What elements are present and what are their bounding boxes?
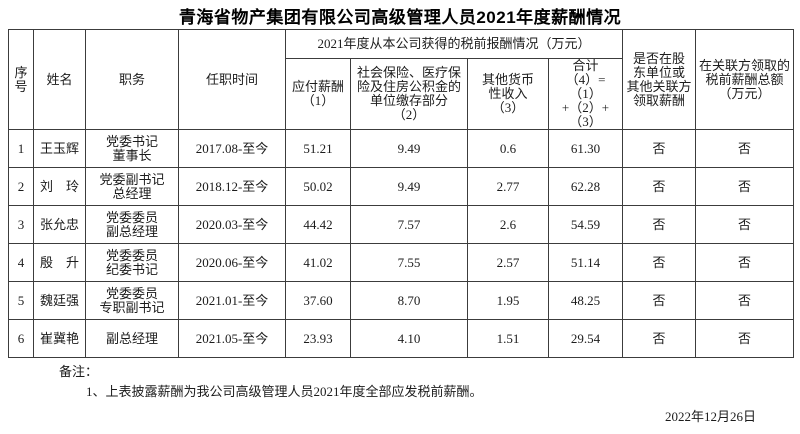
cell-no: 3: [8, 205, 34, 244]
cell-other-income: 2.77: [467, 167, 549, 206]
cell-tenure: 2017.08-至今: [178, 129, 286, 168]
table-row: 5 魏廷强 党委委员 专职副书记 2021.01-至今 37.60 8.70 1…: [8, 281, 795, 320]
cell-total: 51.14: [547, 243, 624, 282]
col-header-related-amount: 在关联方领取的 税前薪酬总额 （万元）: [695, 29, 795, 130]
cell-name: 王玉辉: [33, 129, 86, 168]
cell-other-income: 2.57: [467, 243, 549, 282]
cell-name: 魏廷强: [33, 281, 86, 320]
cell-name: 刘 玲: [33, 167, 86, 206]
cell-other-income: 2.6: [467, 205, 549, 244]
cell-shareholder-salary: 否: [622, 319, 697, 358]
cell-payable: 44.42: [285, 205, 351, 244]
cell-payable: 51.21: [285, 129, 351, 168]
col-header-position: 职务: [85, 29, 179, 130]
cell-position: 党委书记 董事长: [85, 129, 179, 168]
cell-total: 48.25: [547, 281, 624, 320]
cell-payable: 41.02: [285, 243, 351, 282]
note-item-1: 1、上表披露薪酬为我公司高级管理人员2021年度全部应发税前薪酬。: [86, 384, 483, 399]
cell-no: 1: [8, 129, 34, 168]
col-header-tenure: 任职时间: [178, 29, 286, 130]
cell-insurance: 4.10: [350, 319, 468, 358]
cell-position: 党委副书记 总经理: [85, 167, 179, 206]
table-row: 4 殷 升 党委委员 纪委书记 2020.06-至今 41.02 7.55 2.…: [8, 243, 795, 282]
document-date: 2022年12月26日: [664, 409, 756, 424]
cell-shareholder-salary: 否: [622, 167, 697, 206]
col-header-no: 序 号: [8, 29, 34, 130]
cell-total: 61.30: [547, 129, 624, 168]
cell-no: 4: [8, 243, 34, 282]
col-header-name: 姓名: [33, 29, 86, 130]
cell-name: 崔冀艳: [33, 319, 86, 358]
cell-insurance: 8.70: [350, 281, 468, 320]
col-header-shareholder-salary: 是否在股 东单位或 其他关联方 领取薪酬: [622, 29, 697, 130]
salary-table: 序 号 姓名 职务 任职时间 2021年度从本公司获得的税前报酬情况（万元） 是…: [8, 29, 795, 358]
cell-name: 张允忠: [33, 205, 86, 244]
cell-tenure: 2020.06-至今: [178, 243, 286, 282]
cell-no: 6: [8, 319, 34, 358]
cell-other-income: 0.6: [467, 129, 549, 168]
cell-insurance: 7.55: [350, 243, 468, 282]
cell-shareholder-salary: 否: [622, 129, 697, 168]
cell-position: 副总经理: [85, 319, 179, 358]
page-title: 青海省物产集团有限公司高级管理人员2021年度薪酬情况: [178, 8, 622, 27]
table-row: 3 张允忠 党委委员 副总经理 2020.03-至今 44.42 7.57 2.…: [8, 205, 795, 244]
notes-label: 备注：: [59, 364, 99, 379]
col-group-header-pretax: 2021年度从本公司获得的税前报酬情况（万元）: [284, 29, 624, 59]
cell-tenure: 2018.12-至今: [178, 167, 286, 206]
table-row: 6 崔冀艳 副总经理 2021.05-至今 23.93 4.10 1.51 29…: [8, 319, 795, 358]
cell-total: 29.54: [547, 319, 624, 358]
col-header-insurance: 社会保险、医疗保 险及住房公积金的 单位缴存部分 （2）: [350, 58, 468, 130]
cell-position: 党委委员 副总经理: [85, 205, 179, 244]
cell-shareholder-salary: 否: [622, 281, 697, 320]
cell-name: 殷 升: [33, 243, 86, 282]
cell-related-amount: 否: [695, 243, 795, 282]
cell-no: 5: [8, 281, 34, 320]
cell-payable: 50.02: [285, 167, 351, 206]
cell-insurance: 7.57: [350, 205, 468, 244]
cell-other-income: 1.95: [467, 281, 549, 320]
table-row: 1 王玉辉 党委书记 董事长 2017.08-至今 51.21 9.49 0.6…: [8, 129, 795, 168]
cell-related-amount: 否: [695, 167, 795, 206]
cell-tenure: 2021.05-至今: [178, 319, 286, 358]
cell-related-amount: 否: [695, 205, 795, 244]
cell-total: 62.28: [547, 167, 624, 206]
header-row-sub: 应付薪酬 （1） 社会保险、医疗保 险及住房公积金的 单位缴存部分 （2） 其他…: [9, 58, 794, 130]
cell-related-amount: 否: [695, 281, 795, 320]
cell-insurance: 9.49: [350, 167, 468, 206]
cell-payable: 37.60: [285, 281, 351, 320]
cell-insurance: 9.49: [350, 129, 468, 168]
col-header-payable: 应付薪酬 （1）: [285, 58, 351, 130]
col-header-other-income: 其他货币 性收入 （3）: [467, 58, 549, 130]
cell-shareholder-salary: 否: [622, 243, 697, 282]
cell-tenure: 2020.03-至今: [178, 205, 286, 244]
cell-related-amount: 否: [695, 319, 795, 358]
col-header-total: 合计 （4）=（1） +（2）+ （3）: [547, 58, 624, 130]
cell-payable: 23.93: [285, 319, 351, 358]
cell-total: 54.59: [547, 205, 624, 244]
cell-related-amount: 否: [695, 129, 795, 168]
cell-other-income: 1.51: [467, 319, 549, 358]
table-row: 2 刘 玲 党委副书记 总经理 2018.12-至今 50.02 9.49 2.…: [8, 167, 795, 206]
cell-shareholder-salary: 否: [622, 205, 697, 244]
header-row-group: 序 号 姓名 职务 任职时间 2021年度从本公司获得的税前报酬情况（万元） 是…: [8, 29, 795, 130]
cell-tenure: 2021.01-至今: [178, 281, 286, 320]
cell-no: 2: [8, 167, 34, 206]
cell-position: 党委委员 专职副书记: [85, 281, 179, 320]
cell-position: 党委委员 纪委书记: [85, 243, 179, 282]
